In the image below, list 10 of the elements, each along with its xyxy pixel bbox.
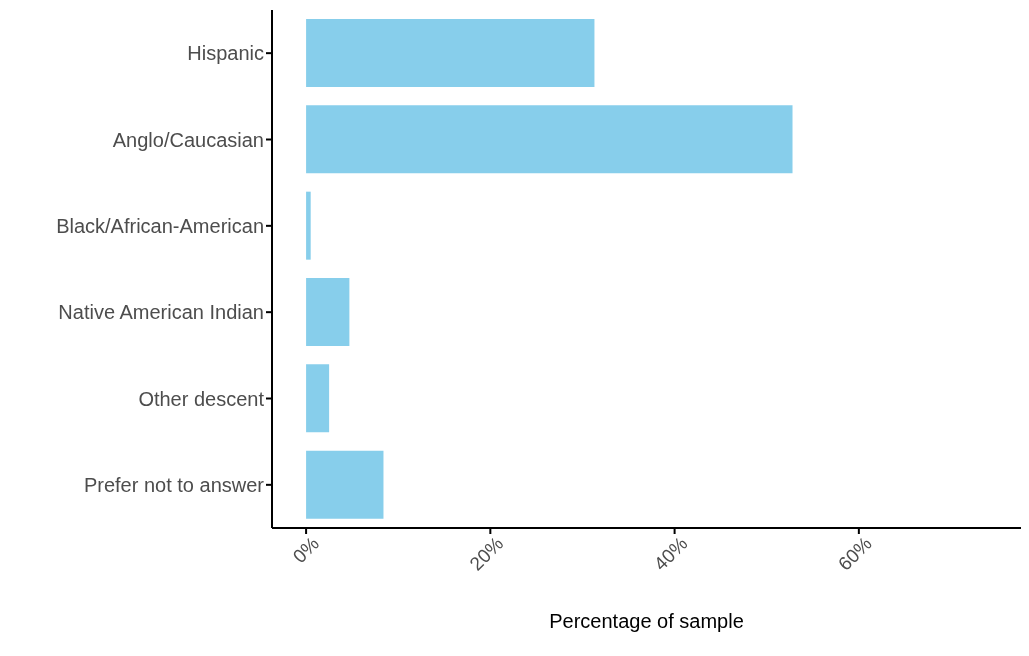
y-tick-label: Hispanic bbox=[187, 42, 264, 65]
x-tick-label: 0% bbox=[288, 532, 324, 568]
y-tick-label: Black/African-American bbox=[56, 214, 264, 237]
x-tick-label: 60% bbox=[834, 532, 876, 575]
y-tick-label: Other descent bbox=[138, 387, 265, 410]
y-tick-label: Anglo/Caucasian bbox=[112, 128, 264, 151]
y-tick-label: Prefer not to answer bbox=[83, 473, 265, 496]
x-tick-label: 40% bbox=[649, 532, 692, 575]
x-axis-title: Percentage of sample bbox=[549, 610, 744, 632]
y-tick-label: Native American Indian bbox=[58, 301, 264, 324]
